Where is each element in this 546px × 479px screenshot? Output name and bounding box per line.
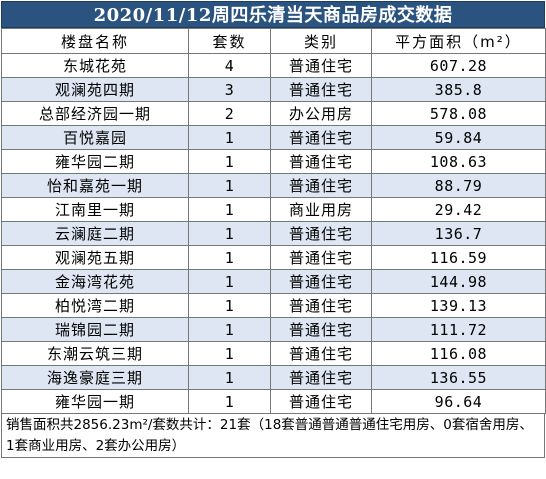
area-cell: 144.98	[371, 269, 546, 294]
category-cell: 商业用房	[270, 197, 372, 222]
table-row: 瑞锦园二期 1 普通住宅 111.72	[1, 317, 546, 342]
table-row: 观澜苑四期 3 普通住宅 385.8	[1, 77, 546, 102]
project-name-cell: 瑞锦园二期	[1, 317, 189, 342]
report-title: 2020/11/12周四乐清当天商品房成交数据	[1, 1, 545, 28]
project-name-cell: 东潮云筑三期	[1, 341, 189, 366]
unit-count-cell: 1	[188, 269, 271, 294]
area-cell: 88.79	[371, 173, 546, 198]
category-cell: 普通住宅	[270, 77, 372, 102]
project-name-cell: 观澜苑四期	[1, 77, 189, 102]
project-name-cell: 观澜苑五期	[1, 245, 189, 270]
table-row: 东城花苑 4 普通住宅 607.28	[1, 53, 546, 78]
area-cell: 96.64	[371, 389, 546, 414]
unit-count-cell: 1	[188, 149, 271, 174]
project-name-cell: 江南里一期	[1, 197, 189, 222]
area-cell: 136.55	[371, 365, 546, 390]
header-project-name: 楼盘名称	[1, 28, 189, 54]
table-row: 百悦嘉园 1 普通住宅 59.84	[1, 125, 546, 150]
area-cell: 139.13	[371, 293, 546, 318]
project-name-cell: 海逸豪庭三期	[1, 365, 189, 390]
area-cell: 59.84	[371, 125, 546, 150]
project-name-cell: 总部经济园一期	[1, 101, 189, 126]
unit-count-cell: 1	[188, 245, 271, 270]
table-header-row: 楼盘名称 套数 类别 平方面积（m²）	[1, 28, 546, 54]
unit-count-cell: 4	[188, 53, 271, 78]
table-body: 东城花苑 4 普通住宅 607.28 观澜苑四期 3 普通住宅 385.8 总部经济园一期 2 办公…	[1, 53, 546, 414]
area-cell: 116.08	[371, 341, 546, 366]
table-row: 云澜庭二期 1 普通住宅 136.7	[1, 221, 546, 246]
table-row: 观澜苑五期 1 普通住宅 116.59	[1, 245, 546, 270]
unit-count-cell: 3	[188, 77, 271, 102]
category-cell: 普通住宅	[270, 269, 372, 294]
unit-count-cell: 1	[188, 197, 271, 222]
category-cell: 普通住宅	[270, 365, 372, 390]
unit-count-cell: 1	[188, 389, 271, 414]
category-cell: 普通住宅	[270, 341, 372, 366]
table-row: 海逸豪庭三期 1 普通住宅 136.55	[1, 365, 546, 390]
table-row: 雍华园二期 1 普通住宅 108.63	[1, 149, 546, 174]
summary-footer: 销售面积共2856.23m²/套数共计：21套（18套普通普通普通住宅用房、0套…	[1, 414, 545, 458]
unit-count-cell: 1	[188, 365, 271, 390]
header-category: 类别	[270, 28, 372, 54]
category-cell: 普通住宅	[270, 53, 372, 78]
table-row: 柏悦湾二期 1 普通住宅 139.13	[1, 293, 546, 318]
table-row: 江南里一期 1 商业用房 29.42	[1, 197, 546, 222]
project-name-cell: 东城花苑	[1, 53, 189, 78]
category-cell: 办公用房	[270, 101, 372, 126]
project-name-cell: 柏悦湾二期	[1, 293, 189, 318]
area-cell: 116.59	[371, 245, 546, 270]
transactions-report: 2020/11/12周四乐清当天商品房成交数据 楼盘名称 套数 类别 平方面积（…	[1, 1, 546, 458]
unit-count-cell: 1	[188, 173, 271, 198]
category-cell: 普通住宅	[270, 317, 372, 342]
project-name-cell: 金海湾花苑	[1, 269, 189, 294]
project-name-cell: 雍华园二期	[1, 149, 189, 174]
area-cell: 607.28	[371, 53, 546, 78]
area-cell: 578.08	[371, 101, 546, 126]
unit-count-cell: 1	[188, 293, 271, 318]
transactions-table: 楼盘名称 套数 类别 平方面积（m²） 东城花苑 4 普通住宅 607.28 观澜苑四期…	[1, 28, 546, 414]
header-unit-count: 套数	[188, 28, 271, 54]
area-cell: 29.42	[371, 197, 546, 222]
category-cell: 普通住宅	[270, 245, 372, 270]
category-cell: 普通住宅	[270, 173, 372, 198]
category-cell: 普通住宅	[270, 293, 372, 318]
table-row: 雍华园一期 1 普通住宅 96.64	[1, 389, 546, 414]
area-cell: 111.72	[371, 317, 546, 342]
category-cell: 普通住宅	[270, 125, 372, 150]
project-name-cell: 雍华园一期	[1, 389, 189, 414]
unit-count-cell: 1	[188, 221, 271, 246]
unit-count-cell: 1	[188, 125, 271, 150]
area-cell: 136.7	[371, 221, 546, 246]
area-cell: 108.63	[371, 149, 546, 174]
project-name-cell: 百悦嘉园	[1, 125, 189, 150]
table-row: 金海湾花苑 1 普通住宅 144.98	[1, 269, 546, 294]
table-row: 总部经济园一期 2 办公用房 578.08	[1, 101, 546, 126]
area-cell: 385.8	[371, 77, 546, 102]
header-area: 平方面积（m²）	[371, 28, 546, 54]
project-name-cell: 云澜庭二期	[1, 221, 189, 246]
unit-count-cell: 2	[188, 101, 271, 126]
table-row: 东潮云筑三期 1 普通住宅 116.08	[1, 341, 546, 366]
category-cell: 普通住宅	[270, 221, 372, 246]
table-row: 怡和嘉苑一期 1 普通住宅 88.79	[1, 173, 546, 198]
category-cell: 普通住宅	[270, 149, 372, 174]
project-name-cell: 怡和嘉苑一期	[1, 173, 189, 198]
unit-count-cell: 1	[188, 317, 271, 342]
unit-count-cell: 1	[188, 341, 271, 366]
category-cell: 普通住宅	[270, 389, 372, 414]
